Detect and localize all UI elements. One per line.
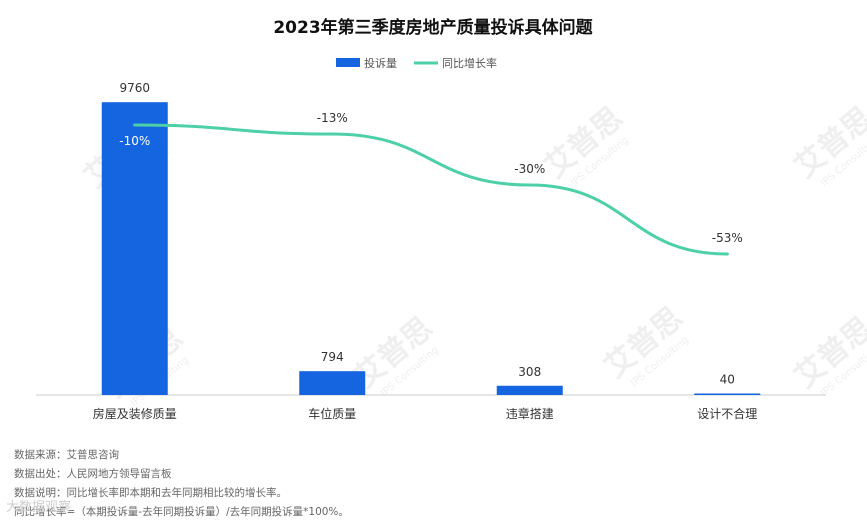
legend-label-bar: 投诉量 [364, 56, 397, 70]
x-tick-labels: 房屋及装修质量 车位质量 违章搭建 设计不合理 [93, 406, 758, 421]
bar-series: 9760 794 308 40 [101, 81, 761, 395]
bar-value-label: 9760 [119, 81, 150, 95]
line-point [528, 183, 532, 187]
bar [694, 393, 761, 395]
bar [496, 385, 563, 395]
note-origin: 数据出处：人民网地方领导留言板 [14, 468, 172, 480]
note-source: 数据来源：艾普思咨询 [14, 449, 119, 461]
line-point [133, 123, 137, 127]
line-value-label: -10% [119, 134, 150, 148]
note-formula: 同比增长率=（本期投诉量-去年同期投诉量）/去年同期投诉量*100%。 [14, 506, 349, 518]
notes: 数据来源：艾普思咨询 数据出处：人民网地方领导留言板 数据说明：同比增长率即本期… [14, 446, 349, 522]
x-tick-label: 设计不合理 [697, 406, 757, 421]
chart-title: 2023年第三季度房地产质量投诉具体问题 [273, 17, 593, 38]
legend-label-line: 同比增长率 [442, 56, 497, 70]
line-point [330, 132, 334, 136]
line-value-label: -53% [712, 231, 743, 245]
x-tick-label: 车位质量 [308, 406, 356, 421]
bar-value-label: 308 [518, 365, 541, 379]
bar-value-label: 40 [720, 373, 735, 387]
x-tick-label: 违章搭建 [506, 406, 554, 421]
line-value-label: -30% [514, 162, 545, 176]
bar [299, 371, 366, 395]
x-tick-label: 房屋及装修质量 [93, 406, 177, 421]
growth-line [133, 123, 729, 256]
note-description: 数据说明：同比增长率即本期和去年同期相比较的增长率。 [14, 487, 287, 499]
footer-brand: 大数据观察 [6, 500, 72, 515]
line-point [725, 252, 729, 256]
line-value-label: -13% [317, 111, 348, 125]
bar-value-label: 794 [321, 350, 344, 364]
line-series: -10% -13% -30% -53% [119, 111, 743, 256]
legend-swatch-bar [336, 58, 360, 67]
legend[interactable]: 投诉量 同比增长率 [336, 56, 497, 70]
bar [101, 102, 168, 395]
